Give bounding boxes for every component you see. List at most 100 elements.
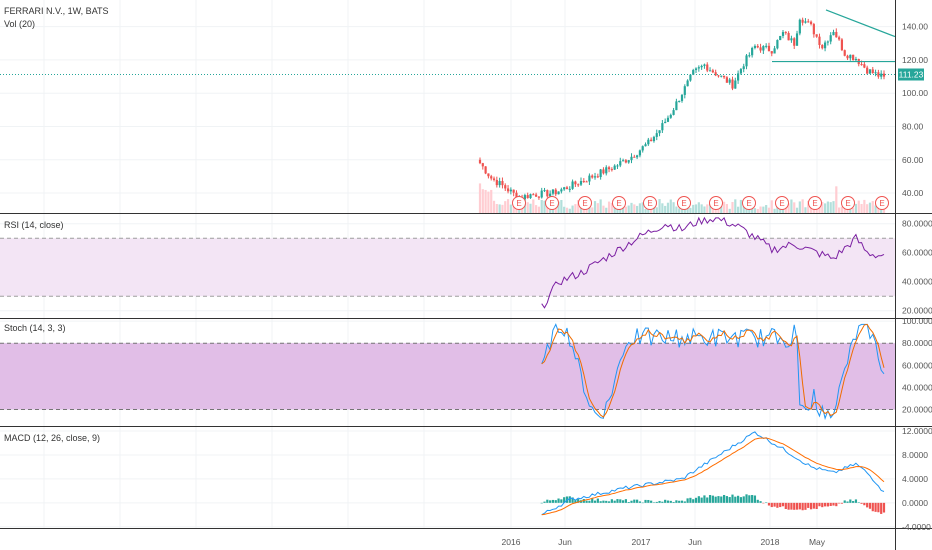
price-candle [638,150,642,156]
volume-bar [720,206,723,213]
volume-bar [694,204,698,213]
price-candle [874,72,877,74]
volume-bar [835,186,838,213]
price-candle [745,55,748,67]
y-tick-label: 12.0000 [902,426,932,436]
volume-bar [801,199,804,213]
volume-bar [678,208,681,213]
macd-histogram-bar [737,495,740,503]
volume-bar [683,208,686,213]
macd-histogram-bar [790,502,793,510]
price-candle [703,64,706,66]
macd-histogram-bar [832,502,835,506]
macd-histogram-bar [641,502,644,504]
volume-bar [664,205,667,213]
earnings-marker-icon [775,196,789,210]
volume-bar [762,206,765,213]
earnings-marker-icon [677,196,691,210]
macd-histogram-bar [773,502,776,507]
price-candle [804,21,807,23]
price-candle [636,155,639,158]
price-candle [619,161,622,166]
volume-bar [781,207,785,213]
volume-bar [666,202,670,213]
macd-histogram-bar [770,502,773,508]
time-scale[interactable]: 2016 Jun 2017 Jun 2018 May [502,537,826,547]
price-candle [532,194,535,196]
volume-bar [838,207,841,213]
volume-bar [655,207,658,213]
macd-histogram-bar [585,500,588,503]
volume-bar [804,207,807,213]
price-candle [672,110,675,115]
y-tick-label: 4.0000 [902,474,928,484]
volume-bar [843,207,846,213]
macd-histogram-bar [728,497,731,503]
macd-histogram-bar [582,499,585,503]
volume-bar [593,201,597,213]
price-scale[interactable]: 140.00 120.00 100.00 80.00 60.00 40.00 80.0000… [902,22,932,532]
earnings-marker-label: E [746,199,751,208]
price-candle [790,38,793,41]
macd-histogram-bar [759,501,762,503]
price-candle [560,189,563,192]
price-candle [826,41,829,43]
y-tick-label: 20.0000 [902,404,932,414]
volume-bar [495,204,498,213]
price-candle [815,34,818,37]
price-candle [860,64,863,66]
price-candle [543,190,546,192]
price-candle [652,136,656,142]
volume-bar [795,207,799,213]
drawn-trendlines [0,9,896,76]
price-candle [678,100,681,102]
macd-histogram-bar [661,501,664,503]
x-tick-label: Jun [688,537,702,547]
x-tick-label: 2017 [632,537,651,547]
macd-histogram-bar [551,499,555,503]
y-tick-label: 100.0000 [902,316,932,326]
price-candle [661,123,664,131]
price-candle [630,156,633,161]
price-candle [504,185,507,189]
price-candle [627,160,630,163]
macd-histogram-bar [686,498,689,503]
price-candle [787,33,790,41]
price-candle [731,79,734,89]
price-candle [490,176,493,179]
price-candle [838,37,841,40]
volume-bar [734,199,737,213]
volume-bar [627,205,630,213]
macd-histogram-bar [818,502,821,507]
price-candle [809,21,813,25]
volume-bar [722,201,726,213]
macd-histogram-bar [627,502,630,503]
price-candle [641,146,644,151]
price-candle [798,19,801,34]
macd-histogram-bar [616,499,619,503]
y-tick-label: 8.0000 [902,450,928,460]
macd-histogram-bar [593,500,597,503]
earnings-marker-label: E [681,199,686,208]
price-candle [523,195,526,200]
macd-histogram-bar [658,500,661,503]
stoch-d-line [541,323,885,418]
y-tick-label: 80.00 [902,121,924,131]
volume-bar [829,202,832,213]
macd-histogram-bar [591,498,594,503]
price-candle [515,192,518,200]
price-candle [686,80,689,87]
price-candle [579,181,583,185]
earnings-marker-icon [612,196,626,210]
volume-bar [588,206,591,213]
price-candle [526,195,529,199]
macd-histogram-bar [717,496,720,503]
volume-bar [557,201,560,213]
volume-bar [596,203,599,213]
price-candle [753,45,757,48]
macd-histogram-bar [633,499,636,503]
volume-bar [787,203,790,213]
volume-bar [697,202,700,213]
